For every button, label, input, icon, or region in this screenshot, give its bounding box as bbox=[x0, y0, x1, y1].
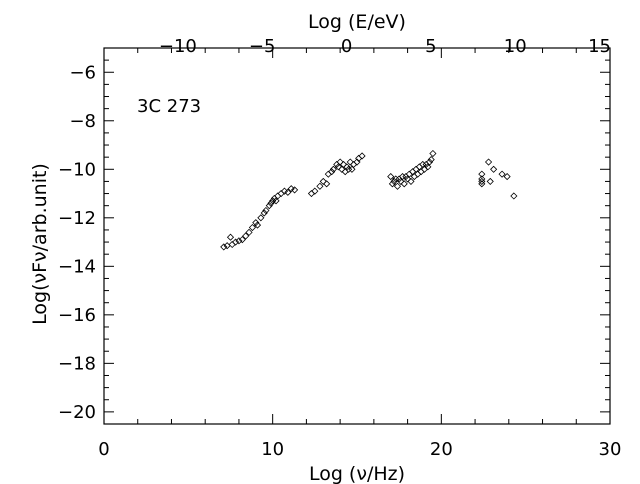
data-point bbox=[220, 243, 228, 251]
data-point bbox=[390, 177, 398, 185]
data-point bbox=[319, 177, 327, 185]
data-point bbox=[478, 175, 486, 183]
data-point bbox=[252, 219, 260, 227]
data-point bbox=[311, 187, 319, 195]
x-tick-label: 30 bbox=[599, 439, 622, 460]
data-point bbox=[248, 223, 256, 232]
data-point bbox=[284, 188, 292, 196]
data-point bbox=[404, 175, 412, 183]
x-tick-label: 0 bbox=[98, 439, 109, 460]
data-point bbox=[307, 189, 316, 198]
y-tick-label: −10 bbox=[58, 159, 96, 180]
data-point bbox=[328, 168, 336, 176]
data-point bbox=[346, 158, 354, 166]
data-point bbox=[400, 180, 408, 188]
data-point bbox=[245, 228, 253, 236]
data-point bbox=[397, 177, 405, 185]
data-point bbox=[393, 182, 402, 190]
x-tick-label: 10 bbox=[261, 439, 284, 460]
data-point bbox=[253, 221, 262, 229]
y-tick-label: −8 bbox=[69, 111, 96, 132]
data-point bbox=[429, 149, 437, 158]
y-tick-label: −20 bbox=[58, 402, 96, 423]
data-point bbox=[425, 158, 434, 166]
chart-annotation: 3C 273 bbox=[137, 96, 201, 117]
data-point bbox=[503, 173, 511, 181]
data-point bbox=[231, 238, 240, 246]
data-point bbox=[260, 209, 268, 217]
data-point bbox=[269, 197, 277, 205]
y-tick-label: −12 bbox=[58, 208, 96, 229]
top-tick-label: 0 bbox=[341, 36, 352, 57]
data-point bbox=[424, 163, 432, 171]
data-point bbox=[336, 158, 344, 166]
data-point bbox=[277, 189, 285, 198]
y-tick-label: −16 bbox=[58, 305, 96, 326]
data-point bbox=[478, 180, 486, 188]
plot-frame bbox=[103, 47, 611, 425]
top-tick-label: 10 bbox=[504, 36, 527, 57]
data-point bbox=[265, 202, 273, 210]
data-point bbox=[257, 214, 265, 222]
data-point bbox=[345, 165, 353, 173]
data-point bbox=[226, 233, 235, 241]
data-point bbox=[339, 160, 348, 169]
data-point bbox=[324, 170, 332, 178]
y-tick-label: −14 bbox=[58, 256, 96, 277]
data-point bbox=[338, 165, 346, 173]
data-point bbox=[228, 240, 236, 249]
data-point bbox=[478, 170, 486, 178]
data-point bbox=[280, 187, 289, 195]
data-point bbox=[323, 180, 331, 188]
data-point bbox=[387, 173, 395, 181]
top-tick-label: −5 bbox=[249, 36, 276, 57]
data-point bbox=[316, 182, 324, 190]
data-point bbox=[398, 173, 407, 181]
data-point bbox=[490, 165, 498, 173]
data-point bbox=[238, 236, 246, 244]
data-point bbox=[287, 185, 295, 193]
data-point bbox=[484, 158, 493, 166]
top-axis-label: Log (E/eV) bbox=[308, 11, 406, 33]
data-point bbox=[388, 180, 396, 188]
y-axis-label: Log(νFν/arb.unit) bbox=[29, 163, 51, 325]
data-point bbox=[348, 165, 356, 173]
data-point bbox=[262, 206, 270, 215]
data-point bbox=[427, 156, 435, 164]
data-point bbox=[235, 237, 243, 245]
data-point bbox=[334, 163, 343, 171]
y-tick-label: −18 bbox=[58, 353, 96, 374]
data-point bbox=[478, 177, 486, 185]
data-point bbox=[486, 177, 494, 185]
top-tick-label: 5 bbox=[425, 36, 436, 57]
data-point bbox=[392, 175, 400, 183]
data-point bbox=[498, 170, 506, 178]
data-point bbox=[510, 192, 518, 200]
data-point bbox=[267, 199, 275, 207]
data-point bbox=[407, 177, 415, 185]
y-tick-label: −6 bbox=[69, 62, 96, 83]
data-point bbox=[358, 152, 366, 160]
top-tick-label: −10 bbox=[159, 36, 197, 57]
data-point bbox=[343, 163, 351, 171]
data-point bbox=[291, 186, 299, 194]
top-tick-label: 15 bbox=[588, 36, 611, 57]
data-point bbox=[329, 165, 337, 173]
x-axis-label: Log (ν/Hz) bbox=[309, 463, 405, 484]
data-point bbox=[242, 232, 250, 240]
data-point bbox=[272, 197, 280, 205]
x-tick-label: 20 bbox=[430, 439, 453, 460]
